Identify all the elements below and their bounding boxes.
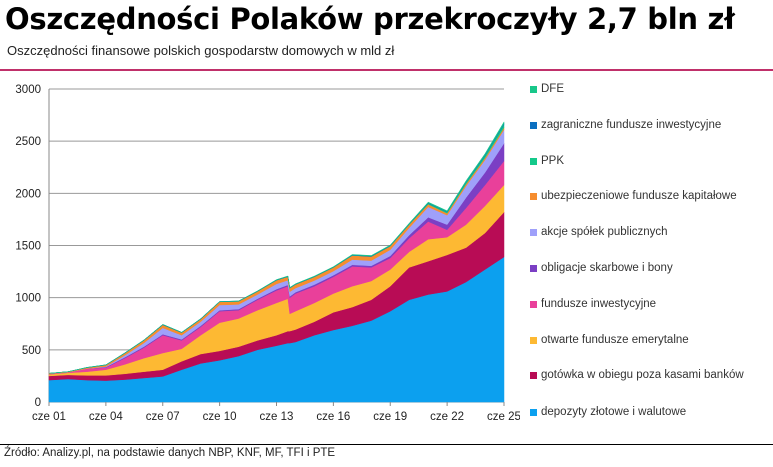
legend-swatch xyxy=(530,300,537,308)
legend-label: fundusze inwestycyjne xyxy=(541,297,657,310)
legend-swatch xyxy=(530,86,537,93)
legend-item: fundusze inwestycyjne xyxy=(530,297,656,312)
legend-label: ubezpieczeniowe fundusze kapitałowe xyxy=(541,190,737,203)
legend-swatch xyxy=(530,372,537,380)
legend-item: obligacje skarbowe i bony xyxy=(530,261,673,276)
x-tick-label: cze 07 xyxy=(146,411,180,423)
legend-swatch xyxy=(530,229,537,237)
x-tick-label: cze 04 xyxy=(89,411,123,423)
footer-divider xyxy=(0,444,773,445)
legend-label: zagraniczne fundusze inwestycyjne xyxy=(541,118,722,131)
legend-label: otwarte fundusze emerytalne xyxy=(541,333,689,346)
x-tick-label: cze 19 xyxy=(373,411,407,423)
y-tick-label: 1500 xyxy=(15,241,41,253)
legend-label: obligacje skarbowe i bony xyxy=(541,262,673,274)
legend-swatch xyxy=(530,121,537,129)
y-tick-label: 1000 xyxy=(15,293,41,305)
legend-swatch xyxy=(530,265,537,272)
legend-item: akcje spółek publicznych xyxy=(530,225,668,240)
x-tick-label: cze 13 xyxy=(260,411,294,423)
legend-swatch xyxy=(530,409,537,417)
legend-item: PPK xyxy=(530,154,564,169)
chart-title: Oszczędności Polaków przekroczyły 2,7 bl… xyxy=(5,2,735,36)
x-tick-label: cze 25 xyxy=(487,411,520,423)
area-series-9 xyxy=(48,120,505,374)
source-note: Źródło: Analizy.pl, na podstawie danych … xyxy=(4,447,336,459)
legend-item: ubezpieczeniowe fundusze kapitałowe xyxy=(530,189,737,204)
chart-subtitle: Oszczędności finansowe polskich gospodar… xyxy=(7,43,395,58)
y-tick-label: 2500 xyxy=(15,136,41,148)
legend-item: DFE xyxy=(530,82,564,97)
x-tick-label: cze 10 xyxy=(203,411,237,423)
y-tick-label: 0 xyxy=(35,397,41,409)
y-tick-label: 2000 xyxy=(15,188,41,200)
legend-label: PPK xyxy=(541,154,565,167)
legend-item: depozyty złotowe i walutowe xyxy=(530,405,686,420)
legend-item: gotówka w obiegu poza kasami banków xyxy=(530,368,751,383)
y-tick-label: 3000 xyxy=(15,84,41,96)
legend-label: depozyty złotowe i walutowe xyxy=(541,406,687,419)
legend-swatch xyxy=(530,336,537,344)
legend-item: otwarte fundusze emerytalne xyxy=(530,333,689,348)
legend-label: DFE xyxy=(541,83,564,95)
header-divider xyxy=(0,69,773,71)
x-tick-label: cze 22 xyxy=(430,411,464,423)
x-tick-label: cze 16 xyxy=(316,411,350,423)
x-tick-label: cze 01 xyxy=(32,411,66,423)
legend-label: gotówka w obiegu poza kasami banków xyxy=(541,369,744,382)
legend-label: akcje spółek publicznych xyxy=(541,226,668,239)
y-tick-label: 500 xyxy=(22,345,41,357)
legend-swatch xyxy=(530,193,537,201)
legend-item: zagraniczne fundusze inwestycyjne xyxy=(530,118,721,133)
stacked-area-chart: 0 500 1000 1500 2000 2500 3000 cze 01 cze 04 cze … xyxy=(15,84,520,423)
legend-swatch xyxy=(530,157,537,165)
